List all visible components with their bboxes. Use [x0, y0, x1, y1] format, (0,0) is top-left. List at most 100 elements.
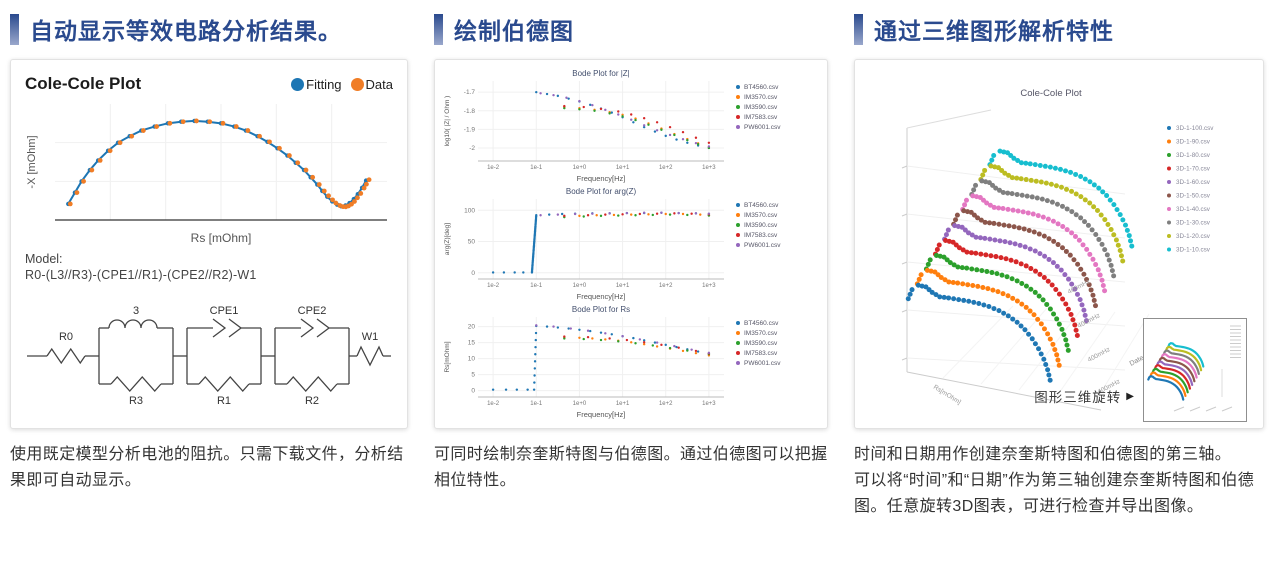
svg-text:1e-2: 1e-2 [487, 165, 500, 171]
svg-text:Rs[mOhm]: Rs[mOhm] [932, 384, 962, 406]
svg-text:BT4560.csv: BT4560.csv [744, 84, 779, 91]
svg-text:BT4560.csv: BT4560.csv [744, 320, 779, 327]
svg-text:Cole-Cole Plot: Cole-Cole Plot [1020, 88, 1082, 99]
svg-text:IM3570.csv: IM3570.csv [744, 94, 778, 101]
svg-text:1e+0: 1e+0 [573, 283, 587, 289]
panel3-heading-row: 通过三维图形解析特性 [854, 12, 1264, 46]
svg-text:0: 0 [471, 270, 475, 277]
svg-text:CPE2: CPE2 [298, 305, 327, 317]
svg-text:1e+0: 1e+0 [573, 165, 587, 171]
panel1-heading: 自动显示等效电路分析结果。 [30, 18, 342, 44]
svg-text:Frequency[Hz]: Frequency[Hz] [577, 292, 626, 301]
accent-bar [10, 13, 19, 45]
svg-text:3D-1-50.csv: 3D-1-50.csv [1176, 193, 1211, 200]
model-label: Model: [25, 252, 63, 266]
svg-text:R1: R1 [217, 395, 231, 407]
svg-text:1e+1: 1e+1 [616, 165, 630, 171]
bode-plot-rs: Bode Plot for Rs 0 5 10 15 20 1e-2 1e-1 1e+0 1e+1… [444, 305, 781, 419]
svg-text:R2: R2 [305, 395, 319, 407]
svg-text:3D-1-40.csv: 3D-1-40.csv [1176, 206, 1211, 213]
svg-text:1e+2: 1e+2 [659, 165, 673, 171]
cole-cole-3d-plot: Cole-Cole Plot 3D-1-100.csv 3D-1-90.csv 3D-… [901, 88, 1214, 411]
panel-bode: 绘制伯德图 Bode Plot for |Z| -1.7 -1.8 -1.9 -2 1e-… [434, 8, 828, 520]
panel2-heading-row: 绘制伯德图 [434, 12, 828, 46]
cole-cole-card-head: Cole-Cole Plot Fitting Data [25, 72, 393, 96]
svg-text:IM3590.csv: IM3590.csv [744, 104, 778, 111]
bode-plot-arg: Bode Plot for arg(Z) 0 50 100 1e-2 1e-1 1e+0 1e… [444, 187, 781, 301]
svg-text:100: 100 [464, 207, 475, 214]
play-icon: ▶ [1126, 390, 1135, 402]
svg-text:R0: R0 [59, 331, 73, 343]
accent-bar [854, 13, 863, 45]
panel3-description: 时间和日期用作创建奈奎斯特图和伯德图的第三轴。 可以将“时间”和“日期”作为第三… [854, 446, 1255, 515]
legend-label-data: Data [365, 76, 393, 92]
bode-card: Bode Plot for |Z| -1.7 -1.8 -1.9 -2 1e-2 1e-1 1… [434, 59, 828, 429]
svg-text:1e-1: 1e-1 [530, 165, 543, 171]
svg-text:3D-1-30.csv: 3D-1-30.csv [1176, 220, 1211, 227]
svg-text:Rs [mOhm]: Rs [mOhm] [191, 231, 252, 245]
svg-text:1e+0: 1e+0 [573, 401, 587, 407]
panel2-heading: 绘制伯德图 [454, 18, 574, 44]
svg-text:1e+1: 1e+1 [616, 401, 630, 407]
svg-text:3D-1-60.csv: 3D-1-60.csv [1176, 179, 1211, 186]
feature-section: 自动显示等效电路分析结果。 Cole-Cole Plot Fitting Dat… [10, 8, 1264, 520]
panel1-heading-row: 自动显示等效电路分析结果。 [10, 12, 408, 46]
svg-text:400mHz: 400mHz [1077, 312, 1102, 330]
svg-text:20: 20 [468, 324, 476, 331]
rotation-video-thumbnail[interactable] [1143, 318, 1247, 422]
rotate-3d-link[interactable]: 图形三维旋转 ▶ [1034, 386, 1135, 406]
cole-cole-legend: Fitting Data [291, 77, 393, 92]
legend-item-fitting: Fitting [291, 76, 342, 92]
svg-text:3: 3 [133, 305, 139, 317]
svg-text:1e+3: 1e+3 [702, 283, 716, 289]
svg-text:1e+3: 1e+3 [702, 165, 716, 171]
svg-text:Bode Plot for Rs: Bode Plot for Rs [572, 305, 630, 314]
panel2-description: 可同时绘制奈奎斯特图与伯德图。通过伯德图可以把握相位特性。 [434, 446, 828, 489]
panel3-heading: 通过三维图形解析特性 [874, 18, 1114, 44]
svg-text:PW6001.csv: PW6001.csv [744, 242, 781, 249]
equivalent-circuit-diagram: R0 3 R3 CPE1 R1 CPE2 R2 W1 [27, 305, 391, 407]
svg-text:3D-1-70.csv: 3D-1-70.csv [1176, 166, 1211, 173]
svg-text:log10( |Z| / Ohm ): log10( |Z| / Ohm ) [444, 96, 451, 147]
svg-text:10: 10 [468, 356, 476, 363]
svg-text:Rs[mOhm]: Rs[mOhm] [444, 341, 451, 372]
legend-label-fitting: Fitting [306, 76, 342, 92]
model-formula: R0-(L3//R3)-(CPE1//R1)-(CPE2//R2)-W1 [25, 268, 257, 282]
svg-text:3D-1-90.csv: 3D-1-90.csv [1176, 139, 1211, 146]
accent-bar [434, 13, 443, 45]
svg-text:3D-1-10.csv: 3D-1-10.csv [1176, 247, 1211, 254]
svg-text:Bode Plot for |Z|: Bode Plot for |Z| [572, 69, 630, 78]
svg-text:1e-1: 1e-1 [530, 401, 543, 407]
svg-text:R3: R3 [129, 395, 143, 407]
svg-text:-2: -2 [469, 145, 475, 152]
svg-text:IM7583.csv: IM7583.csv [744, 350, 778, 357]
svg-text:15: 15 [468, 340, 476, 347]
svg-text:-1.8: -1.8 [464, 108, 476, 115]
rotate-3d-label: 图形三维旋转 [1034, 390, 1122, 405]
svg-text:-1.7: -1.7 [464, 89, 476, 96]
plot3d-card: Cole-Cole Plot 3D-1-100.csv 3D-1-90.csv 3D-… [854, 59, 1264, 429]
bode-plot-z: Bode Plot for |Z| -1.7 -1.8 -1.9 -2 1e-2 1e-1 1… [444, 69, 781, 183]
panel1-description: 使用既定模型分析电池的阻抗。只需下载文件，分析结果即可自动显示。 [10, 446, 404, 489]
svg-text:IM7583.csv: IM7583.csv [744, 114, 778, 121]
svg-text:50: 50 [468, 239, 476, 246]
svg-text:1e+1: 1e+1 [616, 283, 630, 289]
svg-text:-1.9: -1.9 [464, 126, 476, 133]
svg-text:1e+2: 1e+2 [659, 401, 673, 407]
svg-text:BT4560.csv: BT4560.csv [744, 202, 779, 209]
svg-text:CPE1: CPE1 [210, 305, 239, 317]
svg-text:3D-1-100.csv: 3D-1-100.csv [1176, 125, 1214, 132]
svg-text:PW6001.csv: PW6001.csv [744, 360, 781, 367]
data-dot-icon [350, 77, 364, 91]
panel-3d: 通过三维图形解析特性 Cole-Cole Plot 3D-1-100.csv 3D-… [854, 8, 1264, 520]
legend-item-data: Data [350, 76, 393, 92]
thumbnail-mini-plot [1147, 325, 1241, 412]
cole-cole-plot: -X [mOhm] Rs [mOhm] [26, 104, 387, 245]
svg-text:arg(Z)[deg]: arg(Z)[deg] [444, 223, 451, 255]
svg-text:5: 5 [471, 372, 475, 379]
panel-equivalent-circuit: 自动显示等效电路分析结果。 Cole-Cole Plot Fitting Dat… [10, 8, 408, 520]
svg-text:1e-1: 1e-1 [530, 283, 543, 289]
cole-cole-title: Cole-Cole Plot [25, 74, 142, 93]
svg-text:-X [mOhm]: -X [mOhm] [26, 135, 38, 188]
svg-text:IM3590.csv: IM3590.csv [744, 340, 778, 347]
